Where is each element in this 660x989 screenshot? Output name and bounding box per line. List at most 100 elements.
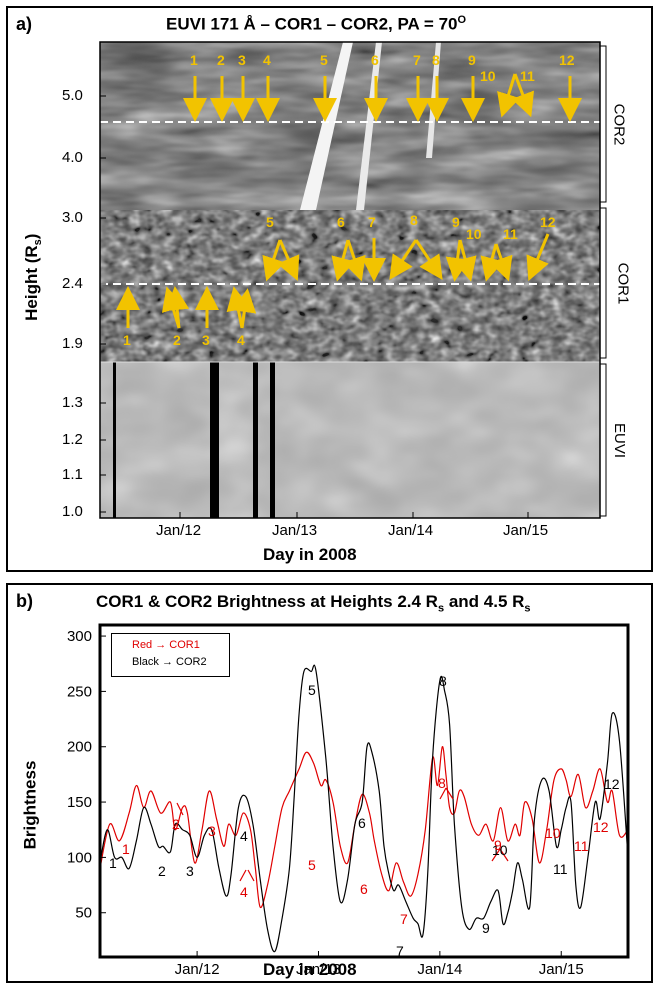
ytick-1-0: 1.0 <box>62 503 83 520</box>
cor2-label-11: 11 <box>520 68 535 84</box>
panel-a-xlabel: Day in 2008 <box>263 545 357 564</box>
legend-black: Black → COR2 <box>132 656 207 668</box>
cor1-lower-label-2: 2 <box>173 332 181 348</box>
black-peak-7: 7 <box>396 943 404 959</box>
black-peak-2: 2 <box>158 863 166 879</box>
cor1-lower-arrows <box>116 286 257 329</box>
panel-a: a) EUVI 171 Å – COR1 – COR2, PA = 70O <box>6 6 653 572</box>
xtick-jan15: Jan/15 <box>503 522 549 539</box>
red-peak-9: 9 <box>494 837 502 853</box>
red-peak-11: 11 <box>574 838 589 854</box>
cor1-upper-label-12: 12 <box>540 214 556 230</box>
euvi-gap-4 <box>270 362 275 518</box>
instrument-cor1: COR1 <box>614 262 632 305</box>
red-arrow-1 <box>239 869 247 882</box>
cor2-label-12: 12 <box>559 52 575 68</box>
red-peak-5: 5 <box>308 857 316 873</box>
cor1-texture <box>100 210 600 362</box>
cor2-label-1: 1 <box>190 52 198 68</box>
cor1-upper-arrows <box>262 233 550 282</box>
euvi-gap-2 <box>210 362 219 518</box>
black-peak-4: 4 <box>240 828 248 844</box>
panel-a-title-sup: O <box>457 14 467 26</box>
cor2-label-10: 10 <box>480 68 496 84</box>
cor2-cme-streak-5 <box>300 42 353 210</box>
panel-a-ylabel: Height (Rs) <box>22 222 44 332</box>
red-arrow-5 <box>491 848 501 862</box>
instrument-cor2: COR2 <box>610 103 628 146</box>
ytick-label-150: 150 <box>67 794 92 811</box>
black-peak-9: 9 <box>482 920 490 936</box>
panel-a-title-text: EUVI 171 Å – COR1 – COR2, PA = 70 <box>166 14 458 34</box>
cor2-label-9: 9 <box>468 52 476 68</box>
xtick-label-1: Jan/13 <box>296 961 341 978</box>
black-peak-10: 10 <box>492 842 508 858</box>
panel-a-title: EUVI 171 Å – COR1 – COR2, PA = 70O <box>166 14 466 35</box>
series-line-cor2 <box>100 664 628 953</box>
euvi-gap-3 <box>253 362 258 518</box>
cor1-bracket <box>600 207 607 359</box>
cor1-upper-label-7: 7 <box>368 214 376 230</box>
chart-legend: Red → COR1 Black → COR2 <box>111 633 230 677</box>
plot-frame <box>98 623 630 959</box>
red-arrow-4 <box>445 787 454 800</box>
euvi-bracket <box>600 363 607 517</box>
red-arrow-2 <box>247 869 255 882</box>
ytick-label-300: 300 <box>67 628 92 645</box>
black-peak-1: 1 <box>109 855 117 871</box>
cor2-texture <box>100 42 600 210</box>
red-peak-7: 7 <box>400 911 408 927</box>
euvi-texture <box>100 362 600 518</box>
panel-b-title-sub2: s <box>524 602 531 615</box>
cor2-label-4: 4 <box>263 52 271 68</box>
black-peak-11: 11 <box>553 861 568 877</box>
cor1-lower-label-4: 4 <box>237 332 245 348</box>
ytick-1-1: 1.1 <box>62 466 83 483</box>
cor2-label-6: 6 <box>371 52 379 68</box>
cor1-lower-label-1: 1 <box>123 332 131 348</box>
ylabel-sub: s <box>32 239 45 246</box>
red-peak-3: 3 <box>208 823 216 839</box>
panel-b-title: COR1 & COR2 Brightness at Heights 2.4 Rs… <box>96 592 531 614</box>
ytick-2-4: 2.4 <box>62 275 83 292</box>
ytick-5-0: 5.0 <box>62 87 83 104</box>
cor1-upper-label-10: 10 <box>466 226 482 242</box>
panel-b-title-mid: and 4.5 R <box>444 592 525 611</box>
black-peak-3: 3 <box>186 863 194 879</box>
red-arrow-0 <box>176 802 184 816</box>
xtick-jan13: Jan/13 <box>272 522 318 539</box>
cor2-label-5: 5 <box>320 52 328 68</box>
xtick-label-3: Jan/15 <box>539 961 584 978</box>
cor1-upper-label-6: 6 <box>337 214 345 230</box>
height-time-maps <box>99 41 607 519</box>
cor1-upper-label-8: 8 <box>410 212 418 228</box>
red-peak-10: 10 <box>545 825 561 841</box>
xtick-label-2: Jan/14 <box>417 961 462 978</box>
brightness-chart: 50 100 150 200 250 300 Jan/12 Jan/13 Jan/14 Jan/1… <box>67 623 630 978</box>
cor1-upper-label-5: 5 <box>266 214 274 230</box>
ytick-1-2: 1.2 <box>62 431 83 448</box>
ylabel-text: Height (R <box>21 245 41 321</box>
instrument-euvi: EUVI <box>611 422 629 459</box>
black-peak-5: 5 <box>308 682 316 698</box>
cor2-label-3: 3 <box>238 52 246 68</box>
panel-a-label: a) <box>16 14 33 34</box>
red-peak-2: 2 <box>172 816 180 832</box>
red-peak-4: 4 <box>240 884 248 900</box>
ylabel-close: ) <box>21 233 41 240</box>
cor2-label-7: 7 <box>413 52 421 68</box>
ytick-1-3: 1.3 <box>62 394 83 411</box>
cor1-lower-label-3: 3 <box>202 332 210 348</box>
cor1-upper-label-11: 11 <box>503 226 518 242</box>
black-peak-8: 8 <box>439 673 447 689</box>
ytick-1-9: 1.9 <box>62 335 83 352</box>
cor2-label-8: 8 <box>432 52 440 68</box>
red-peak-1: 1 <box>122 841 130 857</box>
legend-red: Red → COR1 <box>132 639 200 651</box>
ytick-label-100: 100 <box>67 849 92 866</box>
black-peak-6: 6 <box>358 815 366 831</box>
red-peak-8: 8 <box>438 775 446 791</box>
panel-b-title-sub1: s <box>437 602 445 615</box>
ytick-3-0: 3.0 <box>62 209 83 226</box>
red-peak-12: 12 <box>593 819 609 835</box>
